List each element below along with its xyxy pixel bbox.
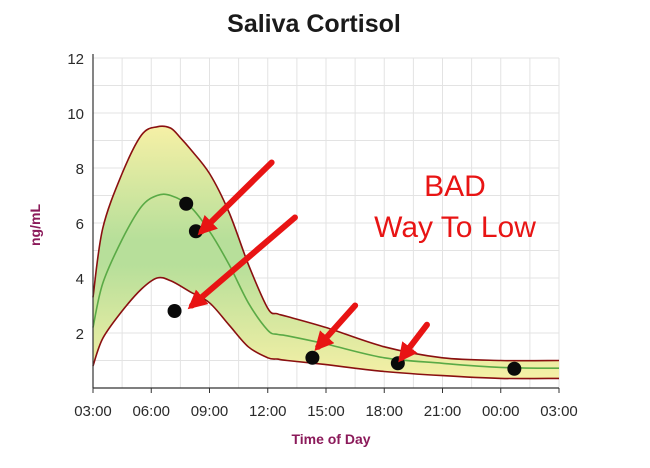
reference-band — [92, 125, 560, 380]
annotation-bad: BAD — [424, 170, 486, 203]
x-tick-label: 18:00 — [365, 403, 403, 420]
annotation-way-to-low: Way To Low — [374, 211, 536, 244]
mean-line — [92, 193, 560, 369]
x-tick-label: 09:00 — [191, 403, 229, 420]
x-tick-label: 12:00 — [249, 403, 287, 420]
y-tick-label: 8 — [76, 161, 84, 178]
annotation-arrows — [187, 159, 430, 363]
annotation-arrow — [187, 214, 298, 310]
data-point — [305, 350, 320, 365]
lower-limit-line — [92, 276, 560, 380]
annotation-arrow — [197, 159, 275, 236]
data-point — [167, 304, 182, 318]
annotation-arrow — [314, 302, 359, 352]
axes — [92, 54, 560, 393]
chart-title: Saliva Cortisol — [227, 10, 401, 38]
x-tick-label: 03:00 — [74, 403, 112, 420]
upper-limit-line — [92, 125, 560, 362]
data-point — [507, 361, 522, 376]
x-tick-labels: 03:00 06:00 09:00 12:00 15:00 18:00 21:00 00:00… — [74, 403, 578, 420]
y-tick-label: 6 — [76, 216, 84, 233]
x-tick-label: 15:00 — [307, 403, 345, 420]
x-tick-label: 00:00 — [482, 403, 520, 420]
x-axis-label: Time of Day — [291, 431, 370, 447]
x-tick-label: 06:00 — [132, 403, 170, 420]
x-tick-label: 21:00 — [424, 403, 462, 420]
y-axis-label: ng/mL — [27, 204, 43, 246]
reference-band-fill — [93, 126, 559, 379]
y-tick-label: 2 — [76, 326, 84, 343]
x-tick-label: 03:00 — [540, 403, 578, 420]
annotation-arrow — [398, 321, 430, 363]
y-tick-label: 12 — [67, 51, 84, 68]
y-tick-label: 4 — [76, 271, 84, 288]
y-tick-label: 10 — [67, 106, 84, 123]
data-points — [167, 196, 522, 376]
data-point — [179, 196, 194, 211]
y-tick-labels: 2 4 6 8 10 12 — [67, 51, 84, 343]
